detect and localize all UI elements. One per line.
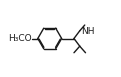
Text: NH: NH <box>81 27 94 36</box>
Text: H₃CO: H₃CO <box>8 34 32 43</box>
